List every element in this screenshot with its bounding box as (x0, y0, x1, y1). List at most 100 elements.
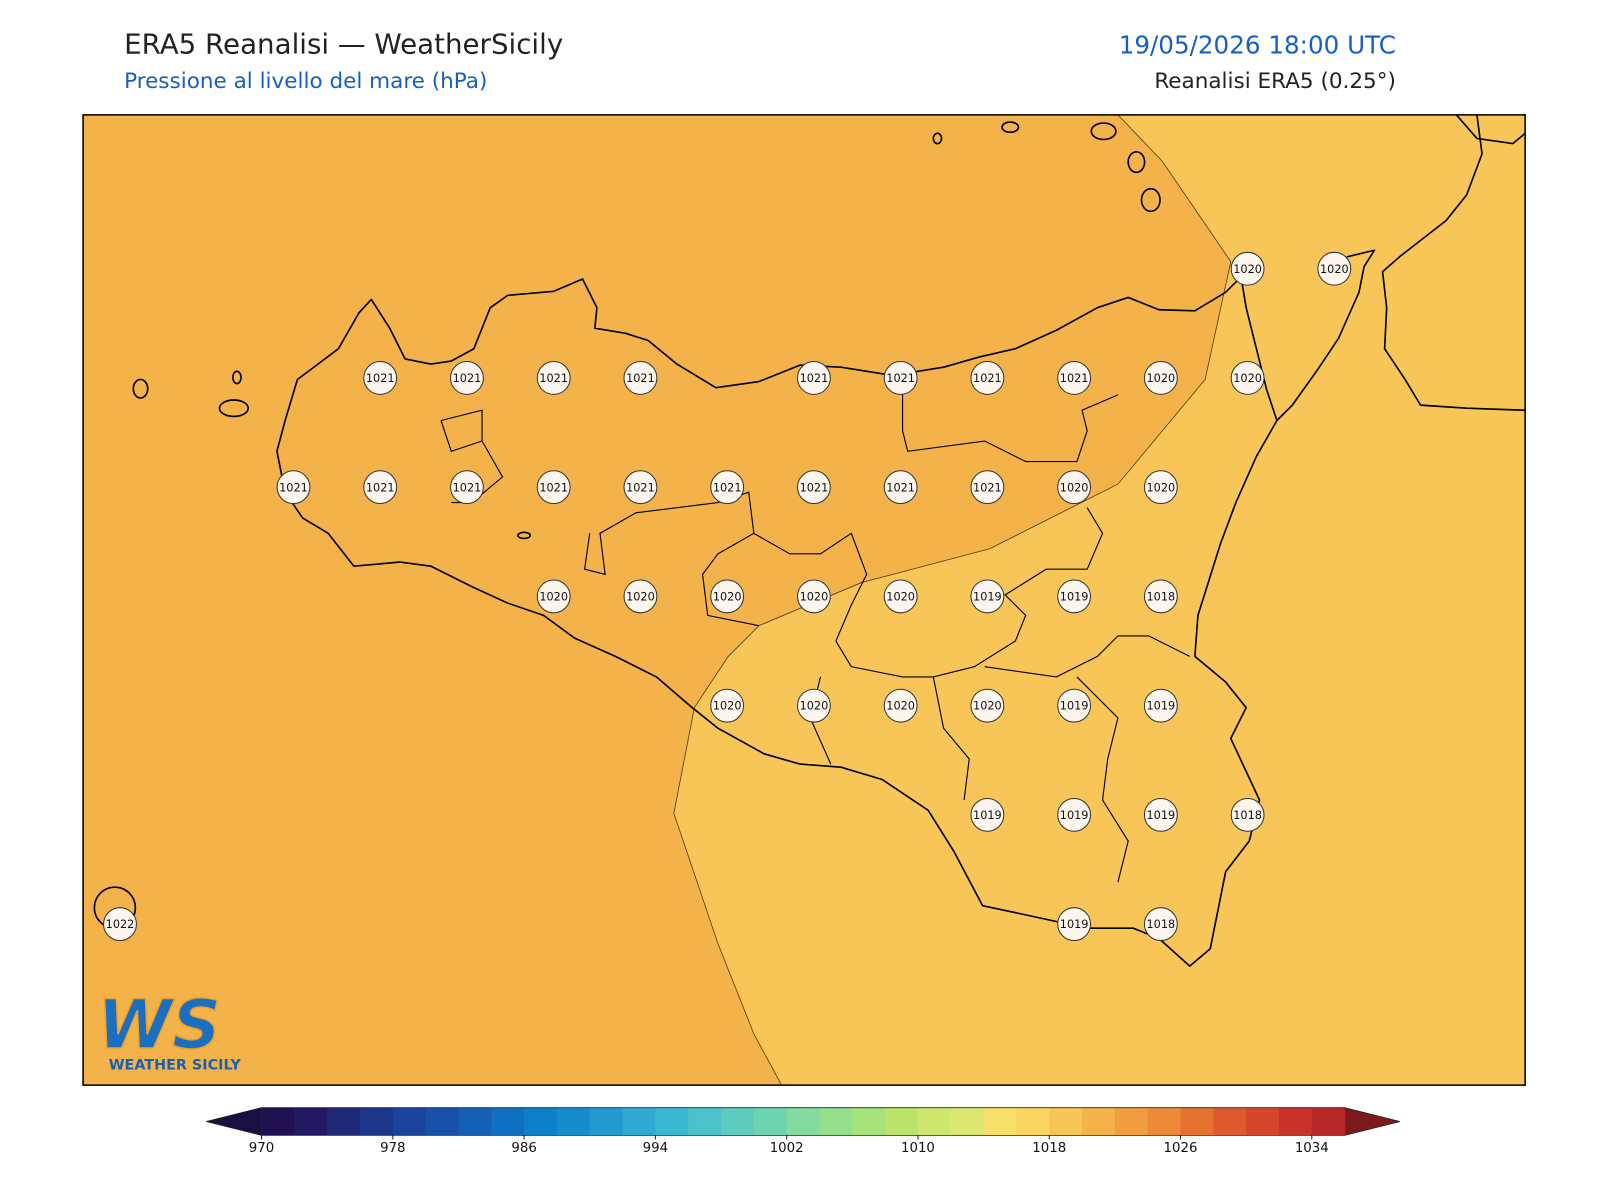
station-marker (536, 579, 571, 614)
station-marker (363, 361, 398, 395)
station-marker (1143, 361, 1178, 395)
island (132, 378, 149, 399)
station-marker (1057, 470, 1092, 505)
station-marker (536, 361, 571, 395)
station-label: 1021 (886, 481, 915, 494)
colorbar-box (1147, 1107, 1182, 1136)
station-label: 1021 (366, 481, 395, 494)
colorbar-box (1114, 1107, 1149, 1136)
station-label: 1021 (1060, 372, 1089, 385)
station-marker (1143, 907, 1178, 942)
colorbar-box (458, 1107, 492, 1136)
station-marker (710, 688, 745, 723)
map-frame (82, 114, 1526, 1086)
colorbar-box (655, 1107, 689, 1136)
station-label: 1021 (539, 372, 568, 385)
station-label: 1019 (1060, 591, 1089, 604)
title: ERA5 Reanalisi — WeatherSicily (124, 27, 563, 60)
colorbar-box (1213, 1107, 1247, 1136)
station-marker (796, 579, 831, 614)
station-marker (970, 470, 1005, 505)
colorbar-box (852, 1107, 886, 1136)
station-label: 1021 (366, 372, 395, 385)
colorbar-tick-label: 970 (249, 1141, 274, 1156)
colorbar-box (1180, 1107, 1214, 1136)
station-label: 1019 (1147, 700, 1176, 713)
colorbar-box (425, 1107, 459, 1136)
station-label: 1021 (279, 481, 308, 494)
station-marker (1057, 797, 1092, 832)
logo-name: WEATHER SICILY (109, 1058, 242, 1074)
station-marker (623, 361, 658, 395)
colorbar-tick-label: 994 (643, 1141, 668, 1156)
station-marker (796, 470, 831, 505)
colorbar-box (983, 1107, 1017, 1136)
colorbar-extend-low (206, 1107, 262, 1136)
station-label: 1020 (713, 700, 742, 713)
colorbar-tick-label: 978 (380, 1141, 405, 1156)
station-label: 1021 (713, 481, 742, 494)
station-marker (970, 579, 1005, 614)
island (932, 132, 943, 145)
colorbar-box (819, 1107, 853, 1136)
station-label: 1018 (1147, 918, 1176, 931)
colorbar: 970 978 986 994 1002 1010 1018 1026 1034 (206, 1107, 1401, 1156)
colorbar-box (261, 1107, 295, 1136)
station-marker (883, 688, 918, 723)
station-marker (1230, 361, 1265, 395)
colorbar-box (688, 1107, 722, 1136)
station-label: 1021 (800, 372, 829, 385)
station-marker (1143, 797, 1178, 832)
station-marker (1230, 797, 1265, 832)
station-marker (883, 470, 918, 505)
station-label: 1019 (973, 809, 1002, 822)
station-label: 1021 (626, 372, 655, 385)
station-marker (536, 470, 571, 505)
colorbar-box (360, 1107, 394, 1136)
island (1140, 187, 1161, 213)
station-label: 1020 (1147, 481, 1176, 494)
station-label: 1020 (626, 591, 655, 604)
colorbar-box (622, 1107, 656, 1136)
station-marker (1317, 251, 1352, 286)
station-marker (1143, 579, 1178, 614)
station-marker (710, 470, 745, 505)
station-marker (1057, 579, 1092, 614)
colorbar-box (753, 1107, 788, 1136)
station-marker (1057, 688, 1092, 723)
colorbar-tick-label: 1034 (1295, 1141, 1329, 1156)
station-marker (363, 470, 398, 505)
colorbar-box (392, 1107, 427, 1136)
calabria-coast (1276, 249, 1376, 422)
station-label: 1019 (1060, 918, 1089, 931)
colorbar-box (491, 1107, 525, 1136)
station-marker (450, 470, 484, 505)
station-label: 1019 (1147, 809, 1176, 822)
station-marker (1057, 907, 1092, 942)
colorbar-box (556, 1107, 591, 1136)
colorbar-tick-label: 1026 (1164, 1141, 1198, 1156)
colorbar-box (885, 1107, 919, 1136)
station-label: 1020 (1233, 263, 1262, 276)
colorbar-box (1311, 1107, 1346, 1136)
station-label: 1018 (1233, 809, 1262, 822)
station-marker (796, 688, 831, 723)
station-marker (970, 797, 1005, 832)
station-label: 1020 (1233, 372, 1262, 385)
station-label: 1020 (713, 591, 742, 604)
colorbar-box (327, 1107, 361, 1136)
calabria-coast (1381, 114, 1526, 412)
colorbar-box (1016, 1107, 1050, 1136)
island (218, 399, 250, 418)
station-label: 1020 (1060, 481, 1089, 494)
island (231, 370, 242, 385)
colorbar-extend-high (1344, 1107, 1400, 1136)
station-label: 1021 (539, 481, 568, 494)
station-marker (450, 361, 484, 395)
colorbar-box (721, 1107, 755, 1136)
station-label: 1021 (886, 372, 915, 385)
logo-mark: WS (97, 985, 220, 1064)
source: Reanalisi ERA5 (0.25°) (1154, 69, 1396, 94)
colorbar-box (589, 1107, 624, 1136)
colorbar-box (1246, 1107, 1280, 1136)
